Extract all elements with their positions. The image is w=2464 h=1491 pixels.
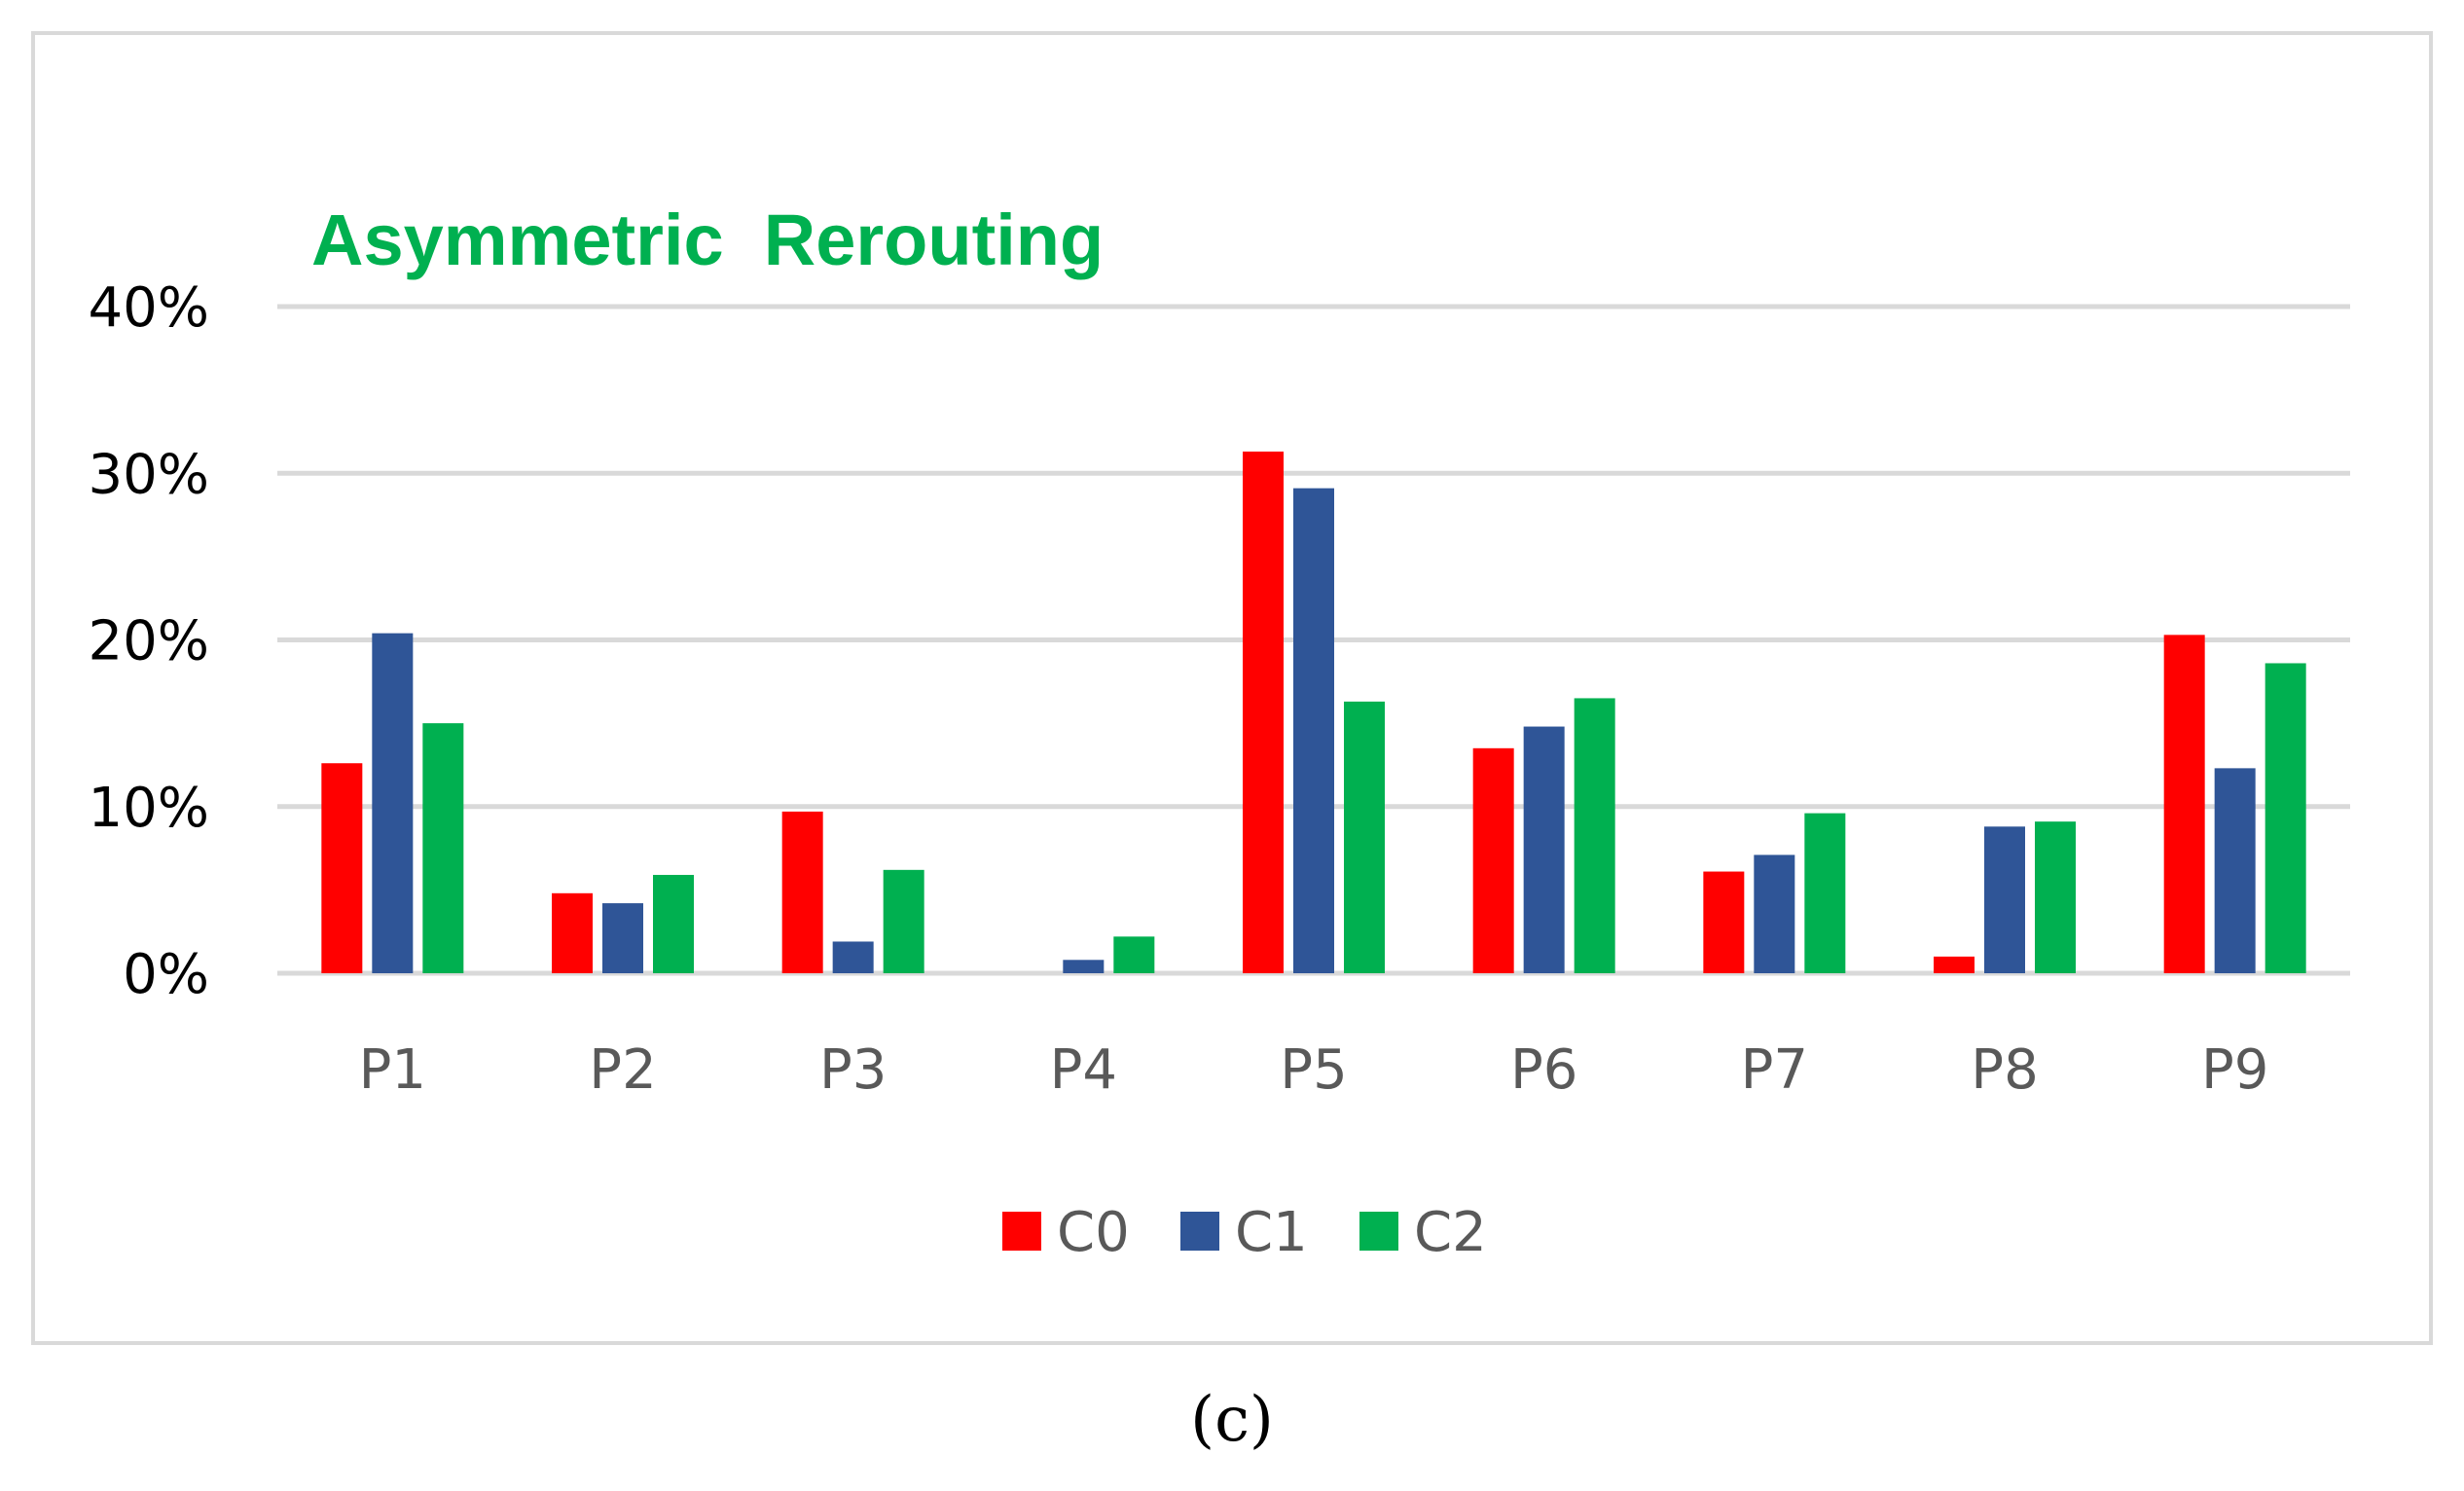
y-axis-ticks: 0% 10% 20% 30% 40% xyxy=(89,276,209,1006)
bar-c1-p1 xyxy=(372,633,414,973)
x-tick-label: P4 xyxy=(1050,1038,1117,1102)
bar-c1-p5 xyxy=(1293,488,1334,973)
legend-label-c1: C1 xyxy=(1235,1201,1308,1264)
x-tick-label: P6 xyxy=(1510,1038,1577,1102)
bar-c2-p9 xyxy=(2265,663,2306,973)
bar-c0-p5 xyxy=(1243,451,1284,973)
x-tick-label: P7 xyxy=(1741,1038,1808,1102)
bar-c0-p8 xyxy=(1934,956,1975,973)
chart-title: Asymmetric Rerouting xyxy=(311,200,1104,280)
bars xyxy=(321,451,2306,973)
x-tick-label: P3 xyxy=(819,1038,887,1102)
bar-c0-p3 xyxy=(781,811,823,973)
bar-c1-p3 xyxy=(832,941,874,973)
x-tick-label: P9 xyxy=(2201,1038,2268,1102)
bar-c1-p6 xyxy=(1523,726,1565,973)
bar-c0-p9 xyxy=(2163,635,2205,973)
bar-c1-p7 xyxy=(1754,855,1795,973)
bar-c2-p5 xyxy=(1344,701,1385,973)
bar-c1-p4 xyxy=(1063,960,1105,973)
bar-c1-p9 xyxy=(2214,768,2256,973)
bar-c2-p8 xyxy=(2035,821,2076,973)
bar-c2-p3 xyxy=(883,869,924,973)
bar-c1-p2 xyxy=(602,903,643,973)
bar-c2-p1 xyxy=(422,723,464,973)
chart-frame xyxy=(31,31,2433,1345)
y-tick-label: 0% xyxy=(123,943,209,1006)
bar-c2-p6 xyxy=(1574,698,1615,973)
x-tick-label: P5 xyxy=(1280,1038,1347,1102)
x-tick-label: P8 xyxy=(1971,1038,2038,1102)
bar-c0-p7 xyxy=(1703,871,1745,973)
x-tick-label: P2 xyxy=(589,1038,656,1102)
legend-swatch-c0 xyxy=(1002,1212,1041,1251)
x-tick-label: P1 xyxy=(359,1038,426,1102)
legend-label-c0: C0 xyxy=(1057,1201,1130,1264)
x-axis-ticks: P1 P2 P3 P4 P5 P6 P7 P8 P9 xyxy=(359,1038,2269,1102)
y-tick-label: 20% xyxy=(89,610,209,673)
y-tick-label: 10% xyxy=(89,777,209,840)
legend-label-c2: C2 xyxy=(1414,1201,1487,1264)
legend: C0 C1 C2 xyxy=(1002,1201,1487,1264)
y-tick-label: 40% xyxy=(89,276,209,340)
bar-c0-p1 xyxy=(321,763,363,973)
bar-c2-p7 xyxy=(1804,813,1846,973)
bar-c0-p6 xyxy=(1472,747,1514,973)
figure-caption: (c) xyxy=(1190,1384,1274,1456)
bar-c2-p2 xyxy=(653,874,694,973)
bar-c0-p2 xyxy=(552,892,593,973)
bar-c2-p4 xyxy=(1113,936,1155,973)
legend-swatch-c1 xyxy=(1180,1212,1219,1251)
legend-swatch-c2 xyxy=(1359,1212,1398,1251)
y-tick-label: 30% xyxy=(89,443,209,506)
bar-c1-p8 xyxy=(1984,826,2025,973)
